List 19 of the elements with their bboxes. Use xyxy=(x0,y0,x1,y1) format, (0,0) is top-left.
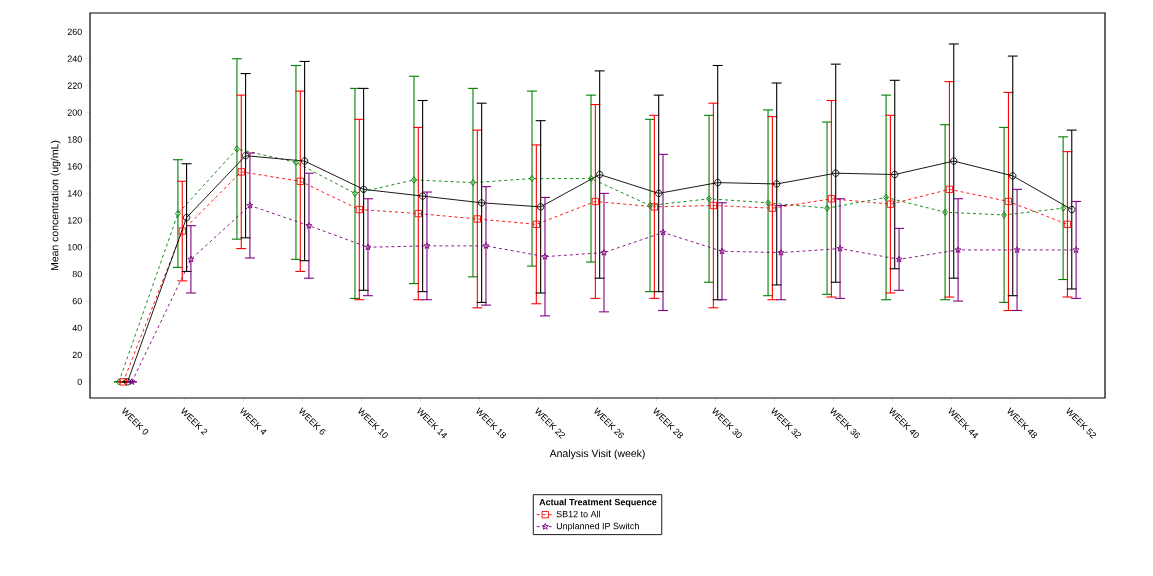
y-tick-label: 220 xyxy=(67,82,82,89)
legend-title: Actual Treatment Sequence xyxy=(539,498,657,508)
y-tick-label: 60 xyxy=(72,297,82,305)
y-tick-label: 140 xyxy=(67,190,82,197)
y-tick-label: 0 xyxy=(77,378,82,386)
y-tick-label: 160 xyxy=(67,163,82,170)
x-axis-title: Analysis Visit (week) xyxy=(549,449,645,460)
y-tick-label: 260 xyxy=(67,28,82,36)
y-tick-label: 100 xyxy=(67,244,82,251)
legend-label: Unplanned IP Switch xyxy=(556,522,639,531)
y-tick-label: 80 xyxy=(72,270,82,278)
y-tick-label: 40 xyxy=(72,324,82,332)
legend-label: SB12 to All xyxy=(556,510,600,518)
y-tick-label: 200 xyxy=(67,109,82,116)
y-tick-label: 20 xyxy=(72,351,82,359)
y-axis-title: Mean concentration (ug/mL) xyxy=(50,140,61,271)
y-tick-label: 120 xyxy=(67,217,82,224)
y-tick-label: 180 xyxy=(67,136,82,143)
y-tick-label: 240 xyxy=(67,55,82,62)
